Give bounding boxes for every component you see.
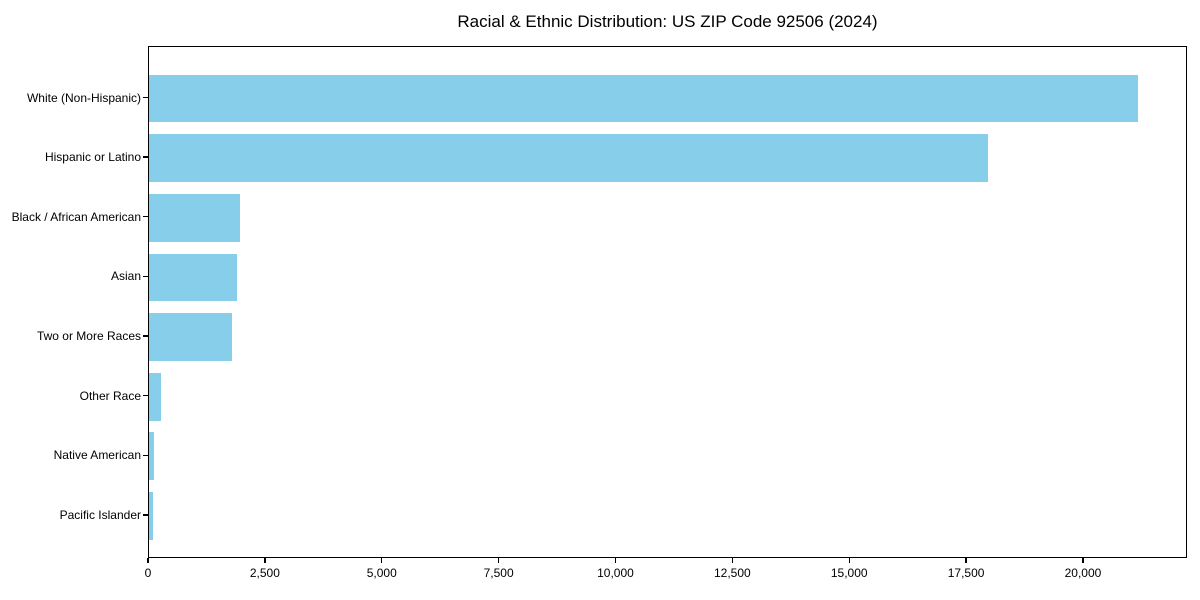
x-tick-mark bbox=[497, 558, 500, 563]
bar bbox=[149, 253, 238, 302]
y-tick-label: White (Non-Hispanic) bbox=[26, 90, 141, 105]
x-tick-label: 12,500 bbox=[714, 566, 751, 580]
bar bbox=[149, 74, 1138, 123]
bar bbox=[149, 313, 232, 361]
y-tick-mark bbox=[143, 275, 148, 278]
y-tick-mark bbox=[143, 216, 148, 218]
y-tick-label: Black / African American bbox=[11, 209, 141, 224]
bar bbox=[149, 134, 989, 182]
bar bbox=[149, 193, 241, 242]
x-tick-mark bbox=[1082, 558, 1084, 563]
y-tick-mark bbox=[143, 395, 148, 397]
x-tick-mark bbox=[264, 558, 266, 563]
y-tick-mark bbox=[143, 514, 148, 516]
y-tick-label: Native American bbox=[53, 448, 141, 463]
y-tick-label: Pacific Islander bbox=[59, 507, 141, 522]
y-tick-mark bbox=[143, 335, 148, 337]
plot-area bbox=[148, 46, 1187, 558]
x-tick-mark bbox=[614, 558, 617, 563]
y-tick-mark bbox=[143, 96, 148, 99]
y-tick-label: Other Race bbox=[79, 388, 141, 403]
x-tick-mark bbox=[965, 558, 967, 563]
x-tick-mark bbox=[381, 558, 383, 563]
x-tick-label: 2,500 bbox=[249, 566, 280, 580]
x-tick-mark bbox=[848, 558, 850, 563]
x-tick-label: 0 bbox=[144, 566, 152, 580]
y-tick-label: Asian bbox=[110, 269, 141, 284]
bar bbox=[149, 372, 162, 421]
bar bbox=[149, 432, 155, 481]
y-tick-label: Hispanic or Latino bbox=[44, 150, 141, 165]
x-tick-mark bbox=[731, 558, 733, 563]
x-tick-label: 7,500 bbox=[483, 566, 514, 580]
x-tick-label: 5,000 bbox=[366, 566, 397, 580]
x-tick-mark bbox=[147, 558, 149, 563]
chart-title: Racial & Ethnic Distribution: US ZIP Cod… bbox=[457, 12, 878, 31]
y-tick-mark bbox=[143, 454, 148, 456]
y-tick-mark bbox=[143, 156, 148, 158]
x-tick-label: 20,000 bbox=[1064, 566, 1102, 580]
x-tick-label: 10,000 bbox=[597, 566, 634, 580]
x-tick-label: 15,000 bbox=[830, 566, 868, 580]
y-tick-label: Two or More Races bbox=[36, 329, 141, 344]
bar bbox=[149, 492, 154, 540]
x-tick-label: 17,500 bbox=[947, 566, 985, 580]
